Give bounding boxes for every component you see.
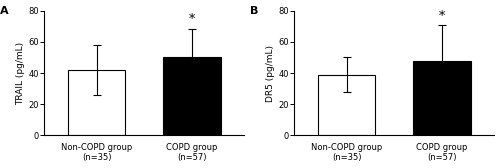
Text: A: A	[0, 6, 9, 16]
Bar	[318, 75, 376, 135]
Text: B: B	[250, 6, 258, 16]
Y-axis label: TRAIL (pg/mL): TRAIL (pg/mL)	[16, 41, 26, 105]
Y-axis label: DR5 (pg/mL): DR5 (pg/mL)	[266, 45, 276, 102]
Bar	[164, 57, 220, 135]
Text: *: *	[439, 10, 445, 23]
Text: *: *	[189, 13, 195, 26]
Bar	[68, 70, 126, 135]
Bar	[414, 61, 470, 135]
